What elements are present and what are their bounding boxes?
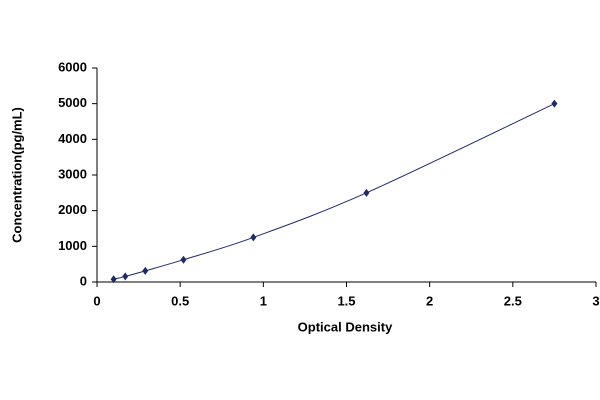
- x-axis-title: Optical Density: [298, 319, 393, 334]
- point: [180, 255, 187, 264]
- point: [363, 188, 370, 197]
- point: [551, 99, 558, 108]
- x-tick-label: 2.5: [504, 293, 522, 308]
- y-tick-label: 0: [80, 273, 87, 288]
- point: [122, 272, 129, 281]
- y-tick-label: 4000: [58, 131, 87, 146]
- y-tick-label: 1000: [58, 238, 87, 253]
- x-tick-label: 1: [260, 293, 267, 308]
- x-tick-label: 0.5: [171, 293, 189, 308]
- point: [142, 266, 149, 275]
- y-tick-label: 2000: [58, 202, 87, 217]
- point: [110, 275, 117, 284]
- x-tick-label: 0: [93, 293, 100, 308]
- y-tick-label: 5000: [58, 95, 87, 110]
- y-tick-label: 6000: [58, 59, 87, 74]
- point: [250, 233, 257, 242]
- x-tick-label: 2: [426, 293, 433, 308]
- y-axis-title: Concentration(pg/mL): [9, 107, 24, 243]
- x-tick-label: 3: [592, 293, 599, 308]
- curve: [113, 103, 555, 280]
- x-tick-label: 1.5: [337, 293, 355, 308]
- y-tick-label: 3000: [58, 166, 87, 181]
